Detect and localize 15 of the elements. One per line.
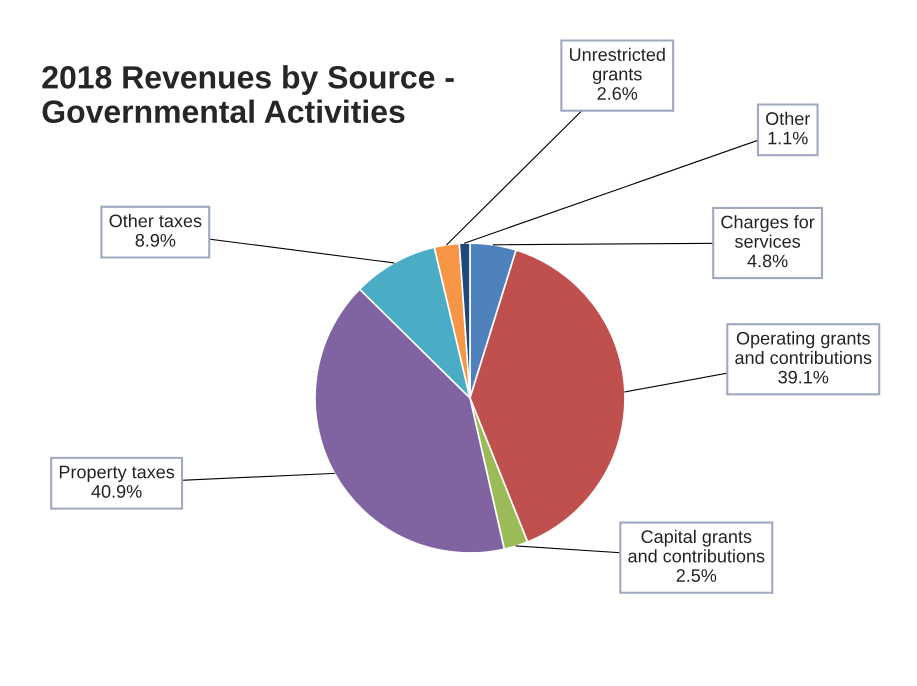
text: 2018 Revenues by Source - Governmental Activities xyxy=(42,65,454,124)
slice-label: Unrestricted grants xyxy=(570,48,665,84)
slice-label: Other taxes xyxy=(110,214,202,228)
slice-label: Capital grants and contributions xyxy=(628,530,764,562)
slice-label: Other xyxy=(766,112,810,125)
slice-label: Operating grants and contributions xyxy=(735,331,872,364)
data-label: 1.1% xyxy=(768,132,808,144)
slice-label: Property taxes xyxy=(60,466,174,482)
data-label: 4.8% xyxy=(747,254,788,268)
data-label: 39.1% xyxy=(778,370,828,384)
data-label: 8.9% xyxy=(136,234,176,247)
data-label: 2.5% xyxy=(676,569,716,582)
slice-label: Charges for services xyxy=(721,215,814,248)
data-label: 40.9% xyxy=(91,485,142,498)
data-label: 2.6% xyxy=(598,87,638,100)
